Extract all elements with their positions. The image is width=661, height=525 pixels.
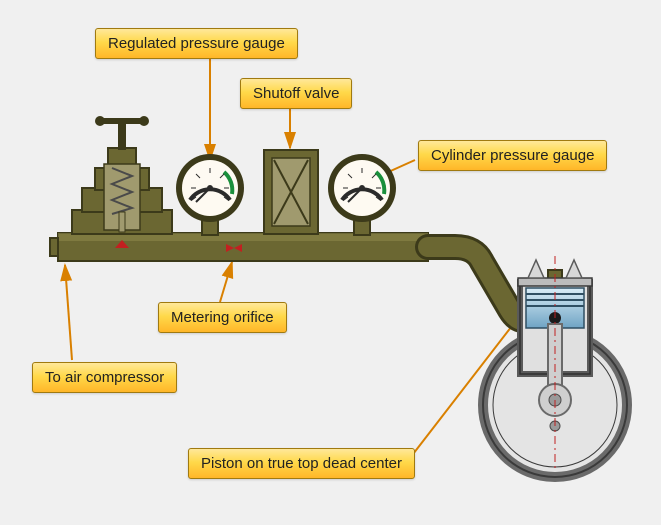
regulated-pressure-gauge bbox=[176, 154, 244, 235]
label-text: To air compressor bbox=[45, 369, 164, 386]
label-shutoff-valve: Shutoff valve bbox=[240, 78, 352, 109]
label-regulated-gauge: Regulated pressure gauge bbox=[95, 28, 298, 59]
label-text: Shutoff valve bbox=[253, 85, 339, 102]
label-air-compressor: To air compressor bbox=[32, 362, 177, 393]
label-text: Regulated pressure gauge bbox=[108, 35, 285, 52]
valve-spring-icon bbox=[528, 260, 544, 278]
label-text: Cylinder pressure gauge bbox=[431, 147, 594, 164]
label-metering-orifice: Metering orifice bbox=[158, 302, 287, 333]
label-text: Metering orifice bbox=[171, 309, 274, 326]
label-text: Piston on true top dead center bbox=[201, 455, 402, 472]
valve-spring-icon bbox=[566, 260, 582, 278]
shutoff-valve bbox=[264, 150, 318, 234]
label-cylinder-gauge: Cylinder pressure gauge bbox=[418, 140, 607, 171]
cylinder-pressure-gauge bbox=[328, 154, 396, 235]
label-piston-tdc: Piston on true top dead center bbox=[188, 448, 415, 479]
diagram-canvas: Regulated pressure gauge Shutoff valve C… bbox=[0, 0, 661, 525]
regulator bbox=[72, 116, 172, 248]
